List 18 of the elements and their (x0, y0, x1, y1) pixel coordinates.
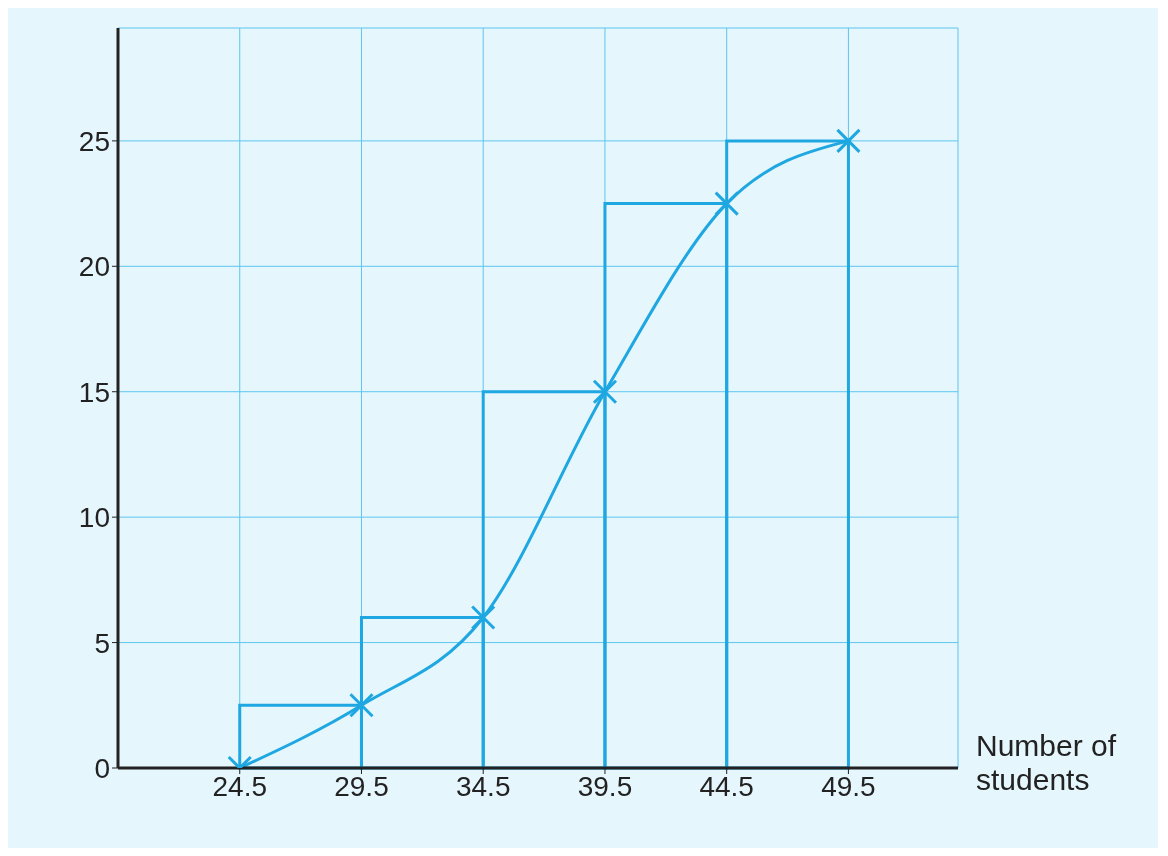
point (714, 191, 740, 217)
point (835, 128, 861, 154)
x-tick-label: 34.5 (455, 770, 511, 802)
x-tick-label: 29.5 (334, 770, 389, 802)
point (592, 379, 618, 405)
y-tick-label: 25 (78, 125, 110, 157)
point (470, 604, 496, 630)
x-tick-label: 39.5 (577, 770, 633, 802)
x-tick-label: 24.5 (212, 770, 267, 802)
y-tick-label: 5 (94, 627, 110, 659)
y-tick-label: 15 (78, 376, 110, 408)
point (348, 692, 374, 718)
x-tick-label: 44.5 (699, 770, 754, 802)
y-tick-label: 20 (78, 251, 110, 283)
x-axis-title: Number of students (976, 729, 1117, 796)
y-tick-label: 0 (94, 752, 110, 784)
y-tick-label: 10 (78, 502, 110, 534)
x-tick-label: 49.5 (821, 770, 876, 802)
